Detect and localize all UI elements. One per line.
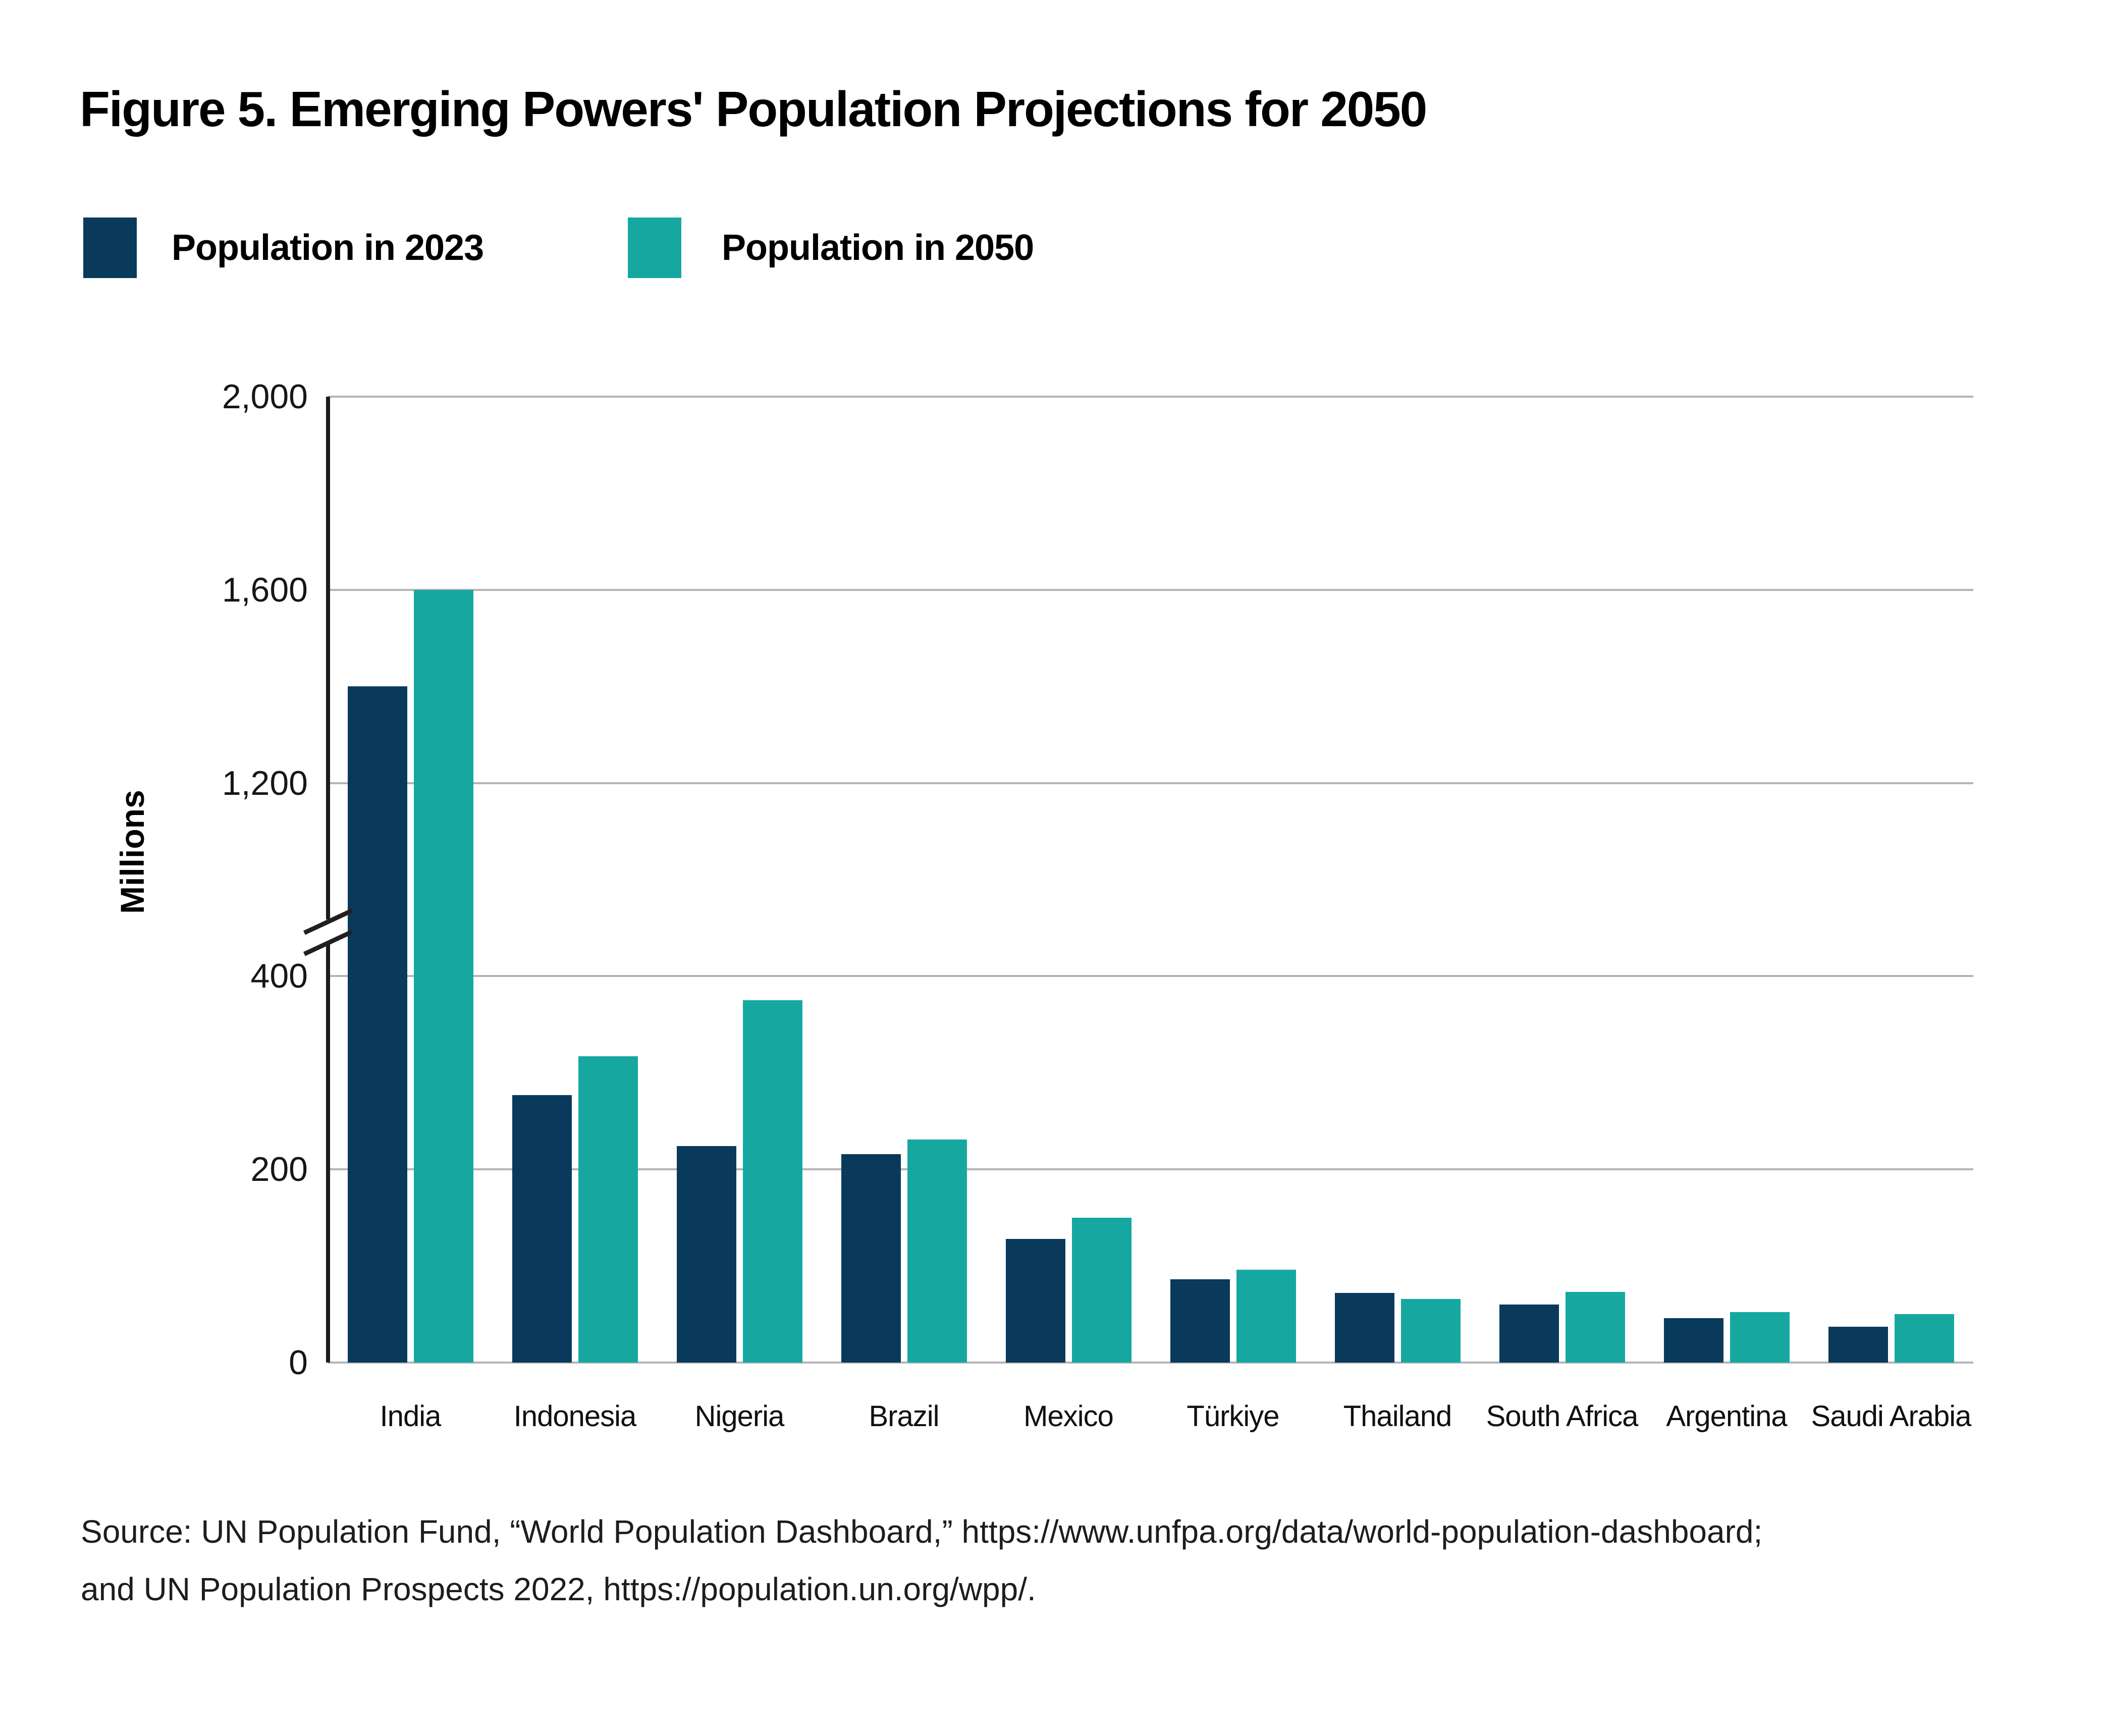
bar-nigeria-2023 [676,1146,736,1363]
bar-argentina-2050 [1730,1312,1790,1363]
bar-brazil-2023 [841,1154,901,1363]
bar-mexico-2050 [1071,1217,1131,1363]
bar-indonesia-2050 [578,1056,638,1363]
source-line-2: and UN Population Prospects 2022, https:… [81,1571,1036,1607]
x-label-saudi-arabia: Saudi Arabia [1811,1400,1972,1433]
gridline-200 [328,1168,1973,1171]
x-label-nigeria: Nigeria [694,1400,785,1433]
x-label-indonesia: Indonesia [513,1400,637,1433]
x-label-thailand: Thailand [1343,1400,1452,1433]
legend-swatch-2050 [628,218,681,278]
x-label-mexico: Mexico [1023,1400,1114,1433]
bar-türkiye-2023 [1170,1279,1230,1363]
bar-nigeria-2050 [742,1000,802,1363]
bar-saudi-arabia-2050 [1894,1314,1954,1363]
x-label-india: India [380,1400,442,1433]
bar-türkiye-2050 [1236,1270,1296,1363]
bar-thailand-2023 [1334,1293,1394,1363]
x-label-türkiye: Türkiye [1187,1400,1279,1433]
x-label-argentina: Argentina [1666,1400,1787,1433]
bar-saudi-arabia-2023 [1828,1327,1888,1363]
bar-south-africa-2050 [1565,1292,1625,1363]
source-note: Source: UN Population Fund, “World Popul… [81,1503,1762,1618]
bar-india-2023 [347,686,407,1363]
y-tick-2,000: 2,000 [222,377,308,416]
bar-brazil-2050 [907,1139,967,1363]
x-label-brazil: Brazil [869,1400,939,1433]
legend-swatch-2023 [83,218,137,278]
source-line-1: Source: UN Population Fund, “World Popul… [81,1513,1763,1550]
gridline-1,200 [328,782,1973,784]
bar-india-2050 [413,589,473,1363]
y-tick-200: 200 [250,1150,308,1189]
bar-thailand-2050 [1400,1298,1461,1363]
y-tick-400: 400 [250,957,308,996]
gridline-400 [328,975,1973,978]
legend-label-2050: Population in 2050 [722,228,1034,268]
x-label-south-africa: South Africa [1486,1400,1639,1433]
bar-indonesia-2023 [512,1095,572,1363]
y-tick-1,600: 1,600 [222,570,308,609]
bar-argentina-2023 [1663,1318,1723,1363]
gridline-1,600 [328,588,1973,591]
y-axis-line-upper [326,397,330,919]
bar-mexico-2023 [1005,1239,1065,1363]
y-tick-0: 0 [289,1343,308,1382]
y-tick-1,200: 1,200 [222,764,308,802]
legend-label-2023: Population in 2023 [172,228,484,268]
gridline-0 [328,1362,1973,1364]
gridline-2,000 [328,396,1973,398]
figure-title: Figure 5. Emerging Powers' Population Pr… [80,81,1427,137]
y-axis-line-lower [326,945,330,1363]
bar-south-africa-2023 [1499,1305,1559,1363]
